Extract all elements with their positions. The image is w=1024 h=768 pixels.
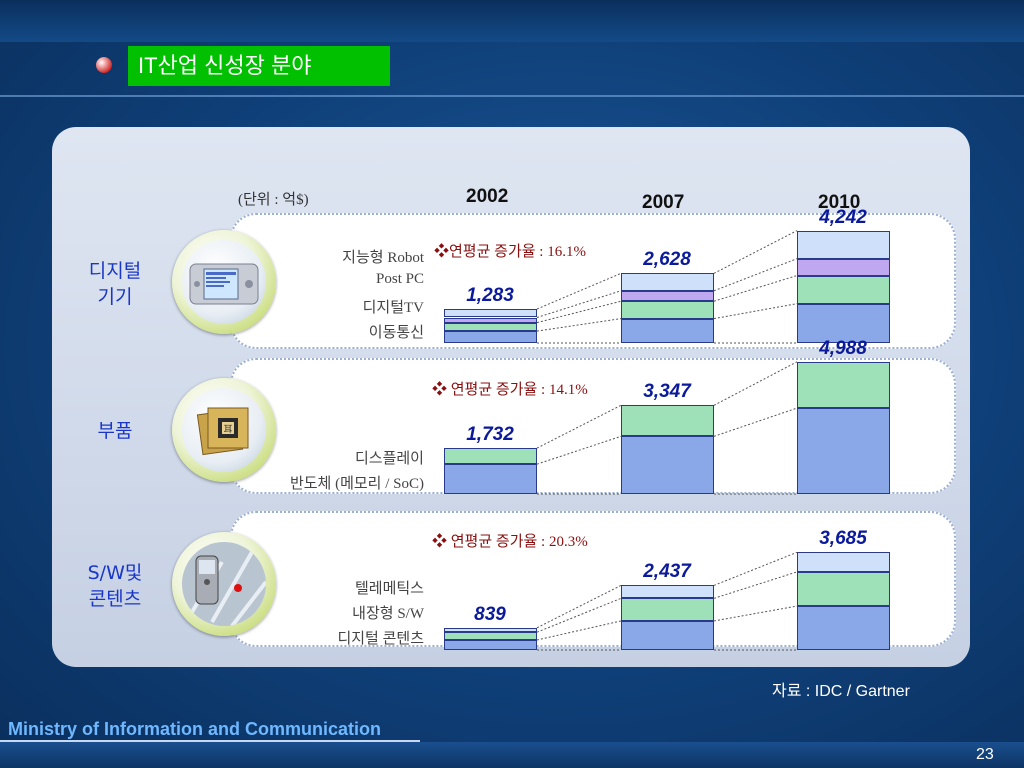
- bar-segment: [444, 632, 537, 640]
- bar-segment: [797, 408, 890, 494]
- bar-segment: [621, 273, 714, 291]
- bar-segment: [444, 322, 537, 332]
- bar-segment: [797, 303, 890, 343]
- category-digital-devices: 디지털 기기: [70, 258, 160, 310]
- footer-band: [0, 742, 1024, 768]
- bar-segment: [444, 331, 537, 343]
- segment-label: 지능형 Robot: [342, 250, 424, 266]
- bullet-icon: [96, 57, 112, 73]
- source-note: 자료 : IDC / Gartner: [772, 683, 910, 700]
- chip-component-icon: 耳: [172, 378, 276, 482]
- segment-label: Post PC: [376, 271, 424, 287]
- year-label-2010: 2010: [818, 192, 861, 213]
- bar-segment: [797, 230, 890, 259]
- bar-total-label: 3,347: [643, 381, 691, 403]
- cagr-note: ❖연평균 증가율 : 16.1%: [434, 244, 586, 260]
- header-divider: [0, 95, 1024, 97]
- cagr-note: ❖ 연평균 증가율 : 20.3%: [432, 534, 588, 550]
- bar-total-label: 2,628: [643, 249, 691, 271]
- bar-segment: [621, 598, 714, 621]
- bar-total-label: 3,685: [819, 528, 867, 550]
- bar-total-label: 1,732: [466, 424, 514, 446]
- svg-text:耳: 耳: [223, 424, 232, 435]
- footer-ministry: Ministry of Information and Communicatio…: [8, 719, 381, 739]
- cagr-note: ❖ 연평균 증가율 : 14.1%: [432, 382, 588, 398]
- bar-segment: [621, 301, 714, 319]
- bar-segment: [797, 275, 890, 304]
- bar-segment: [444, 317, 537, 323]
- bar-total-label: 1,283: [466, 285, 514, 306]
- category-components: 부품: [70, 418, 160, 444]
- category-software-content: S/W및 콘텐츠: [70, 560, 160, 612]
- category-line: 부품: [97, 420, 133, 442]
- unit-label: (단위 : 억$): [238, 192, 309, 208]
- top-band: [0, 0, 1024, 42]
- bar-total-label: 4,242: [819, 206, 867, 228]
- bar-segment: [621, 290, 714, 302]
- segment-label: 텔레메틱스: [354, 581, 424, 597]
- page-number: 23: [976, 746, 994, 763]
- footer-underline: [0, 740, 420, 742]
- bar-segment: [797, 552, 890, 572]
- bar-segment: [797, 571, 890, 607]
- bar-segment: [444, 448, 537, 465]
- year-label-2002: 2002: [466, 186, 509, 207]
- segment-label: 디스플레이: [354, 451, 424, 467]
- bar-segment: [444, 639, 537, 650]
- bar-segment: [797, 606, 890, 650]
- bar-segment: [444, 309, 537, 318]
- year-label-2007: 2007: [642, 192, 685, 213]
- segment-label: 디지털TV: [362, 300, 424, 316]
- segment-label: 이동통신: [368, 325, 424, 341]
- bar-segment: [621, 318, 714, 343]
- segment-label: 내장형 S/W: [352, 606, 424, 622]
- bar-segment: [444, 627, 537, 633]
- bar-segment: [797, 258, 890, 276]
- bar-segment: [621, 620, 714, 650]
- segment-label: 반도체 (메모리 / SoC): [289, 476, 424, 492]
- bar-segment: [621, 585, 714, 599]
- slide-title: IT산업 신성장 분야: [128, 46, 390, 86]
- bar-total-label: 2,437: [643, 561, 691, 583]
- phone-map-icon: [172, 532, 276, 636]
- category-line: 디지털: [88, 260, 142, 282]
- segment-label: 디지털 콘텐츠: [337, 631, 424, 647]
- bar-total-label: 839: [474, 603, 506, 625]
- bar-segment: [797, 361, 890, 409]
- category-line: 콘텐츠: [88, 588, 142, 610]
- bar-total-label: 4,988: [819, 337, 867, 359]
- bar-segment: [444, 464, 537, 494]
- pda-device-icon: [172, 230, 276, 334]
- category-line: 기기: [97, 286, 133, 308]
- bar-segment: [621, 405, 714, 437]
- bar-segment: [621, 436, 714, 494]
- category-line: S/W및: [87, 562, 143, 584]
